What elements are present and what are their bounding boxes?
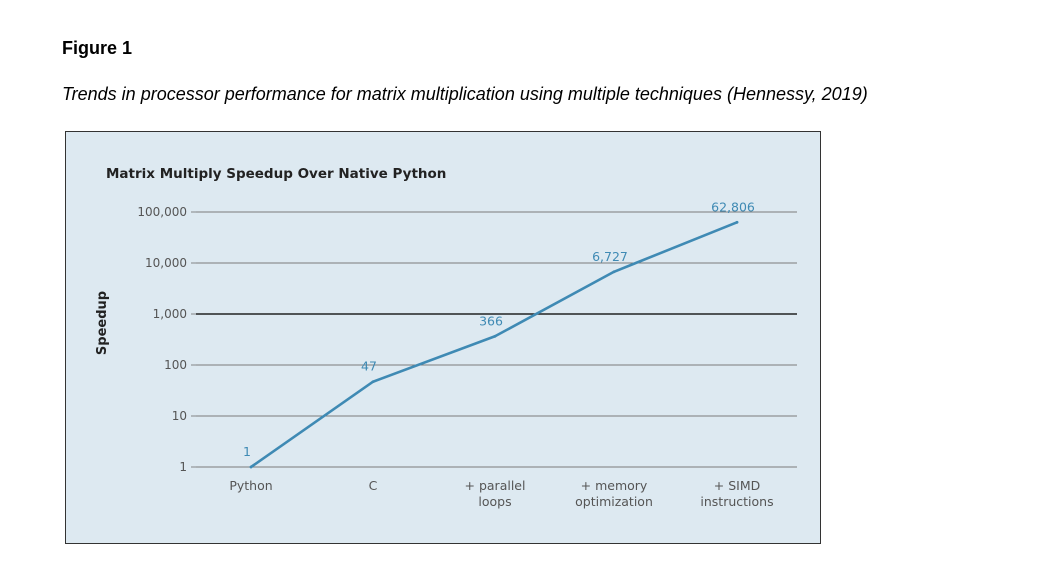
data-point <box>493 334 497 338</box>
chart-title: Matrix Multiply Speedup Over Native Pyth… <box>106 166 446 182</box>
x-category-label: C <box>369 478 378 493</box>
x-category-label: + SIMD instructions <box>700 478 773 509</box>
data-label: 1 <box>243 444 251 459</box>
y-axis-label: Speedup <box>95 291 110 355</box>
figure-caption: Trends in processor performance for matr… <box>62 84 868 104</box>
x-category-labels: Python C + parallel loops + memory optimizati… <box>229 478 773 509</box>
figure-label: Figure 1 <box>62 38 133 58</box>
y-tick-label: 10 <box>172 409 187 423</box>
chart-svg: Matrix Multiply Speedup Over Native Pyth… <box>95 166 797 509</box>
data-label: 366 <box>479 313 503 328</box>
gridlines <box>191 211 797 468</box>
data-point <box>371 380 375 384</box>
y-tick-label: 100 <box>164 358 187 372</box>
data-labels: 1 47 366 6,727 62,806 <box>243 199 755 459</box>
y-tick-label: 1 <box>179 460 187 474</box>
y-tick-labels: 1 10 100 1,000 10,000 100,000 <box>137 205 187 474</box>
y-tick-label: 1,000 <box>153 307 187 321</box>
y-tick-label: 100,000 <box>137 205 187 219</box>
data-point <box>612 270 616 274</box>
x-category-label: + parallel loops <box>465 478 526 509</box>
chart-panel: Matrix Multiply Speedup Over Native Pyth… <box>65 131 821 544</box>
data-label: 62,806 <box>711 199 755 214</box>
speedup-series-line <box>249 221 739 469</box>
data-point <box>735 220 739 224</box>
data-label: 6,727 <box>592 249 628 264</box>
data-label: 47 <box>361 359 377 374</box>
x-category-label: + memory optimization <box>575 478 653 509</box>
data-point <box>249 465 253 469</box>
y-tick-label: 10,000 <box>145 256 187 270</box>
series-layer <box>249 220 739 469</box>
x-category-label: Python <box>229 478 272 493</box>
